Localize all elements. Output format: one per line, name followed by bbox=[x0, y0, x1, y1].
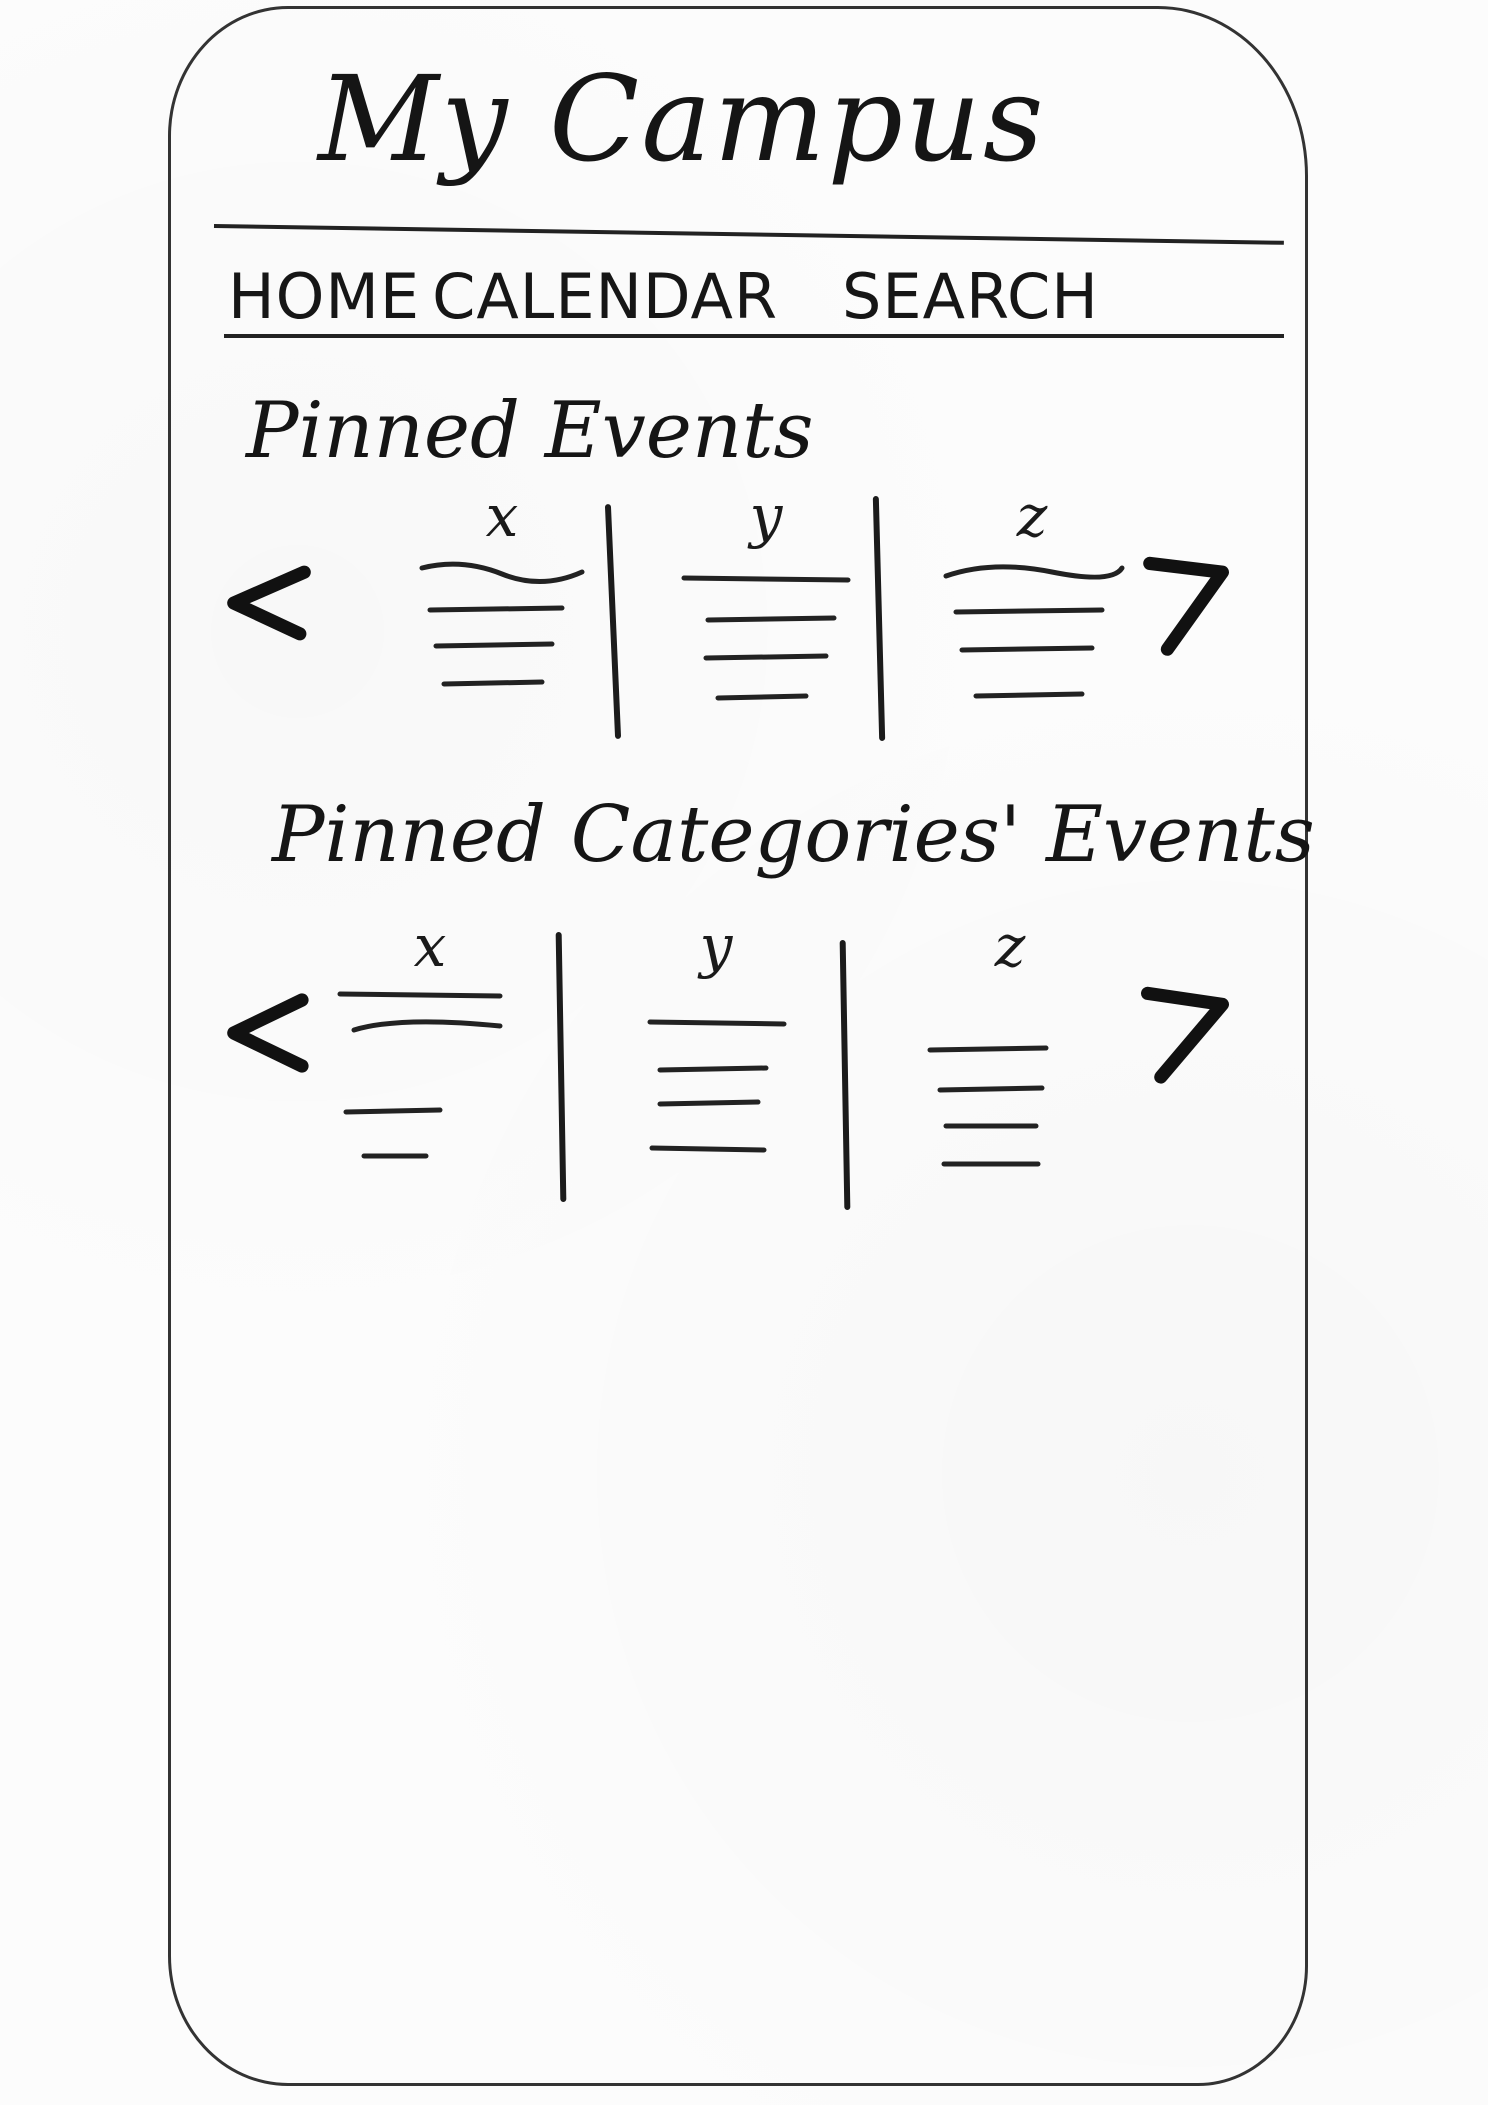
pinned-event-card[interactable]: x bbox=[402, 482, 602, 730]
pinned-category-event-card[interactable]: z bbox=[910, 912, 1110, 1167]
pinned-events-prev-button[interactable] bbox=[214, 548, 324, 658]
pinned-events-heading: Pinned Events bbox=[246, 386, 814, 476]
pinned-categories-heading: Pinned Categories' Events bbox=[272, 790, 1315, 880]
event-card-label: z bbox=[994, 912, 1026, 980]
nav-divider bbox=[224, 334, 1284, 338]
chevron-right-icon bbox=[1141, 986, 1229, 1084]
top-navigation: HOME CALENDAR SEARCH bbox=[228, 259, 1288, 333]
event-card-label: y bbox=[699, 912, 733, 980]
chevron-left-icon bbox=[227, 993, 309, 1073]
nav-tab-calendar[interactable]: CALENDAR bbox=[432, 259, 779, 333]
pinned-categories-prev-button[interactable] bbox=[214, 978, 324, 1088]
event-card-label: x bbox=[413, 912, 447, 980]
nav-tab-search[interactable]: SEARCH bbox=[842, 259, 1099, 333]
card-divider bbox=[872, 495, 886, 742]
phone-frame bbox=[168, 6, 1308, 2086]
text-lines-icon bbox=[419, 561, 585, 687]
app-title: My Campus bbox=[318, 50, 1046, 188]
nav-tab-home[interactable]: HOME bbox=[228, 259, 421, 333]
event-card-label: x bbox=[485, 482, 519, 550]
chevron-right-icon bbox=[1143, 556, 1229, 656]
pinned-event-card[interactable]: y bbox=[666, 482, 866, 730]
card-divider bbox=[604, 503, 622, 740]
pinned-events-next-button[interactable] bbox=[1130, 548, 1240, 658]
pinned-category-event-card[interactable]: x bbox=[330, 912, 530, 1160]
text-lines-icon bbox=[647, 1019, 787, 1153]
text-lines-icon bbox=[337, 991, 503, 1159]
text-lines-icon bbox=[943, 564, 1125, 699]
pinned-events-carousel: x y z bbox=[210, 482, 1250, 750]
card-divider bbox=[839, 939, 851, 1211]
pinned-category-event-card[interactable]: y bbox=[616, 912, 816, 1160]
pinned-categories-carousel: x y z bbox=[210, 912, 1250, 1211]
pinned-categories-next-button[interactable] bbox=[1130, 978, 1240, 1088]
card-divider bbox=[555, 931, 567, 1203]
text-lines-icon bbox=[927, 1045, 1049, 1167]
text-lines-icon bbox=[681, 575, 851, 701]
event-card-label: y bbox=[749, 482, 783, 550]
event-card-label: z bbox=[1016, 482, 1048, 550]
pinned-event-card[interactable]: z bbox=[932, 482, 1132, 730]
chevron-left-icon bbox=[227, 565, 311, 641]
